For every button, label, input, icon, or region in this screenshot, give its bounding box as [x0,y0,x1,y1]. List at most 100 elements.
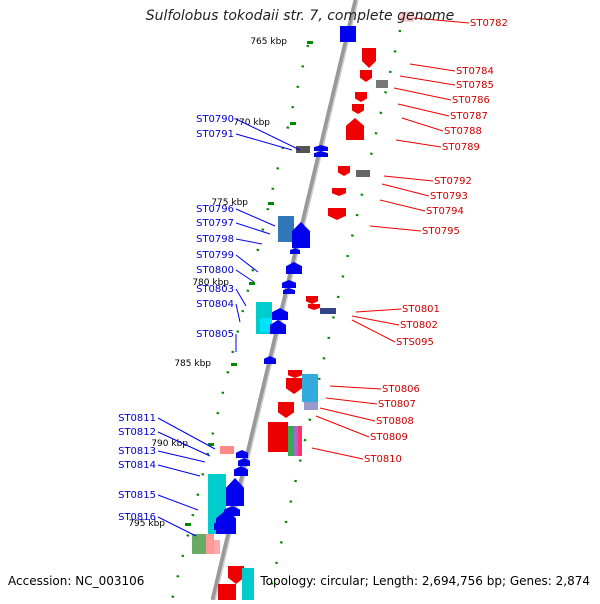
accession-value: NC_003106 [75,574,145,588]
gene-feature [340,26,356,42]
gene-feature [320,308,336,314]
gene-label-left: ST0812 [118,427,156,438]
leader-line [351,319,396,343]
gene-label-right: ST0786 [452,95,490,106]
gene-label-left: ST0796 [196,204,234,215]
gene-arrow-forward [286,262,302,274]
leader-line [369,225,422,232]
gene-feature [288,426,294,456]
gene-label-right: ST0801 [402,304,440,315]
gene-arrow-forward [314,151,328,157]
ruler-tick-mark [208,443,214,446]
gene-arrow-reverse [332,188,346,196]
ruler-tick-label: 770 kbp [233,118,270,128]
gene-label-right: ST0807 [378,399,416,410]
gene-arrow-forward [292,222,310,248]
gene-feature [376,80,388,88]
gene-label-right: ST0789 [442,142,480,153]
ruler-left [170,44,310,601]
gene-arrow-reverse [328,208,346,220]
gene-label-left: ST0799 [196,250,234,261]
leader-line [311,447,364,460]
leader-line [235,222,271,235]
gene-label-right: ST0795 [422,226,460,237]
accession-info: Accession: NC_003106 [8,574,144,588]
gene-feature [268,422,288,452]
gene-feature [206,534,214,554]
ruler-tick-mark [307,41,313,44]
leader-line [235,208,276,227]
leader-line [379,199,426,212]
leader-line [383,175,434,182]
gene-label-right: ST0792 [434,176,472,187]
ruler-tick-mark [231,363,237,366]
gene-label-right: ST0785 [456,80,494,91]
gene-labels: ST0790 ST0791 ST0796 ST0797 ST0798 ST0799 ST08… [118,18,508,523]
gene-label-left: ST0805 [196,329,234,340]
ruler-tick-label: 775 kbp [211,198,248,208]
gene-arrow-reverse [362,48,376,68]
leader-line [329,385,382,390]
leader-line [157,516,197,537]
gene-feature [192,534,206,554]
leader-line [157,464,201,477]
gene-label-left: ST0804 [196,299,234,310]
leader-line [413,17,470,24]
genes-value: 2,874 [555,574,590,588]
ruler-tick-mark [268,202,274,205]
leader-line [235,288,247,307]
gene-arrow-forward [282,280,296,288]
gene-arrow-forward [264,356,276,364]
gene-label-right: ST0784 [456,66,494,77]
gene-feature [294,426,298,456]
leader-line [235,238,263,245]
leader-line [381,183,430,197]
gene-arrow-forward [272,308,288,320]
gene-feature [356,170,370,177]
gene-feature [278,216,294,242]
gene-feature [400,12,414,22]
gene-arrow-forward [270,320,286,334]
leader-line [351,315,400,326]
leader-line [409,63,456,72]
gene-feature [298,426,302,456]
leader-line [235,269,255,283]
leader-line [325,397,378,405]
gene-feature [218,584,236,600]
gene-label-left: ST0803 [196,284,234,295]
gene-label-left: ST0800 [196,265,234,276]
gene-label-right: ST0788 [444,126,482,137]
gene-label-right: ST0787 [450,111,488,122]
gene-arrow-forward [214,520,228,530]
gene-label-right: ST0794 [426,206,464,217]
gene-arrow-forward [238,458,250,466]
gene-arrow-reverse [288,370,302,378]
gene-label-right: ST0802 [400,320,438,331]
leader-line [157,431,211,457]
ruler-tick-label: 785 kbp [174,359,211,369]
map-title: Sulfolobus tokodaii str. 7, complete gen… [145,8,455,24]
gene-arrow-forward [226,478,244,506]
ruler-tick-mark [185,523,191,526]
gene-label-left: ST0814 [118,460,156,471]
leader-line [355,308,402,313]
gene-label-left: ST0790 [196,114,234,125]
gene-arrow-reverse [228,566,244,584]
leader-line [157,417,216,450]
gene-label-left: ST0813 [118,446,156,457]
gene-label-right: ST0810 [364,454,402,465]
leader-line [393,87,452,101]
gene-arrow-reverse [360,70,372,82]
length-label: Length: [372,574,419,588]
ruler-tick-mark [290,122,296,125]
leader-line [235,133,293,151]
gene-feature [220,446,234,454]
leader-line [235,303,241,323]
gene-label-left: ST0815 [118,490,156,501]
genes-label: Genes: [509,574,552,588]
leader-line [315,415,370,438]
ruler-tick-label: 795 kbp [128,519,165,529]
gene-arrow-forward [290,248,300,254]
